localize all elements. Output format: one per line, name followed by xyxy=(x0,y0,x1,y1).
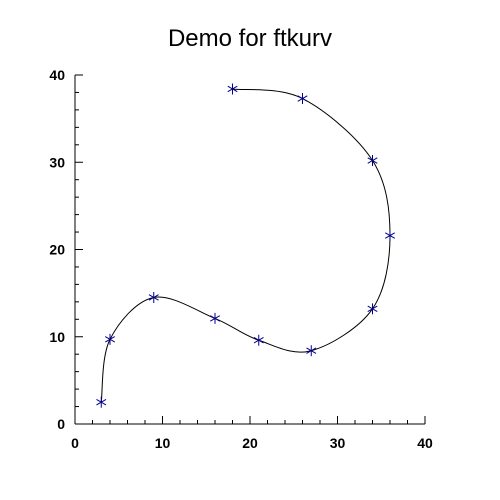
data-point-marker xyxy=(104,333,116,345)
marker-stroke xyxy=(104,336,116,343)
marker-stroke xyxy=(148,294,159,301)
series-curve xyxy=(100,88,391,403)
marker-stroke xyxy=(227,85,238,93)
x-tick-label: 10 xyxy=(155,435,171,451)
marker-layer xyxy=(96,83,396,408)
data-point-marker xyxy=(384,230,396,242)
marker-stroke xyxy=(306,347,317,354)
marker-stroke xyxy=(253,337,264,344)
marker-stroke xyxy=(384,232,396,239)
y-tick-label: 20 xyxy=(49,242,65,258)
data-point-marker xyxy=(227,83,238,95)
data-point-marker xyxy=(367,155,378,167)
axes: 0 10 20 30 40 0 10 20 30 40 xyxy=(49,67,433,451)
x-tick-label: 0 xyxy=(71,435,79,451)
marker-stroke xyxy=(96,399,107,406)
y-tick-label: 30 xyxy=(49,154,65,170)
chart-title: Demo for ftkurv xyxy=(168,25,332,52)
x-tick-label: 20 xyxy=(242,435,258,451)
marker-stroke xyxy=(209,315,221,322)
data-point-marker xyxy=(209,312,221,324)
data-point-marker xyxy=(96,396,107,408)
data-point-marker xyxy=(297,93,308,105)
curve-layer xyxy=(100,88,391,403)
data-point-marker xyxy=(148,291,159,303)
y-tick-label: 0 xyxy=(57,416,65,432)
data-point-marker xyxy=(367,303,378,315)
y-tick-label: 10 xyxy=(49,329,65,345)
data-point-marker xyxy=(253,334,264,346)
data-point-marker xyxy=(306,345,317,357)
x-tick-label: 40 xyxy=(417,435,433,451)
x-tick-label: 30 xyxy=(330,435,346,451)
marker-stroke xyxy=(367,157,378,164)
marker-stroke xyxy=(297,95,308,102)
y-tick-label: 40 xyxy=(49,67,65,83)
marker-stroke xyxy=(367,305,378,313)
